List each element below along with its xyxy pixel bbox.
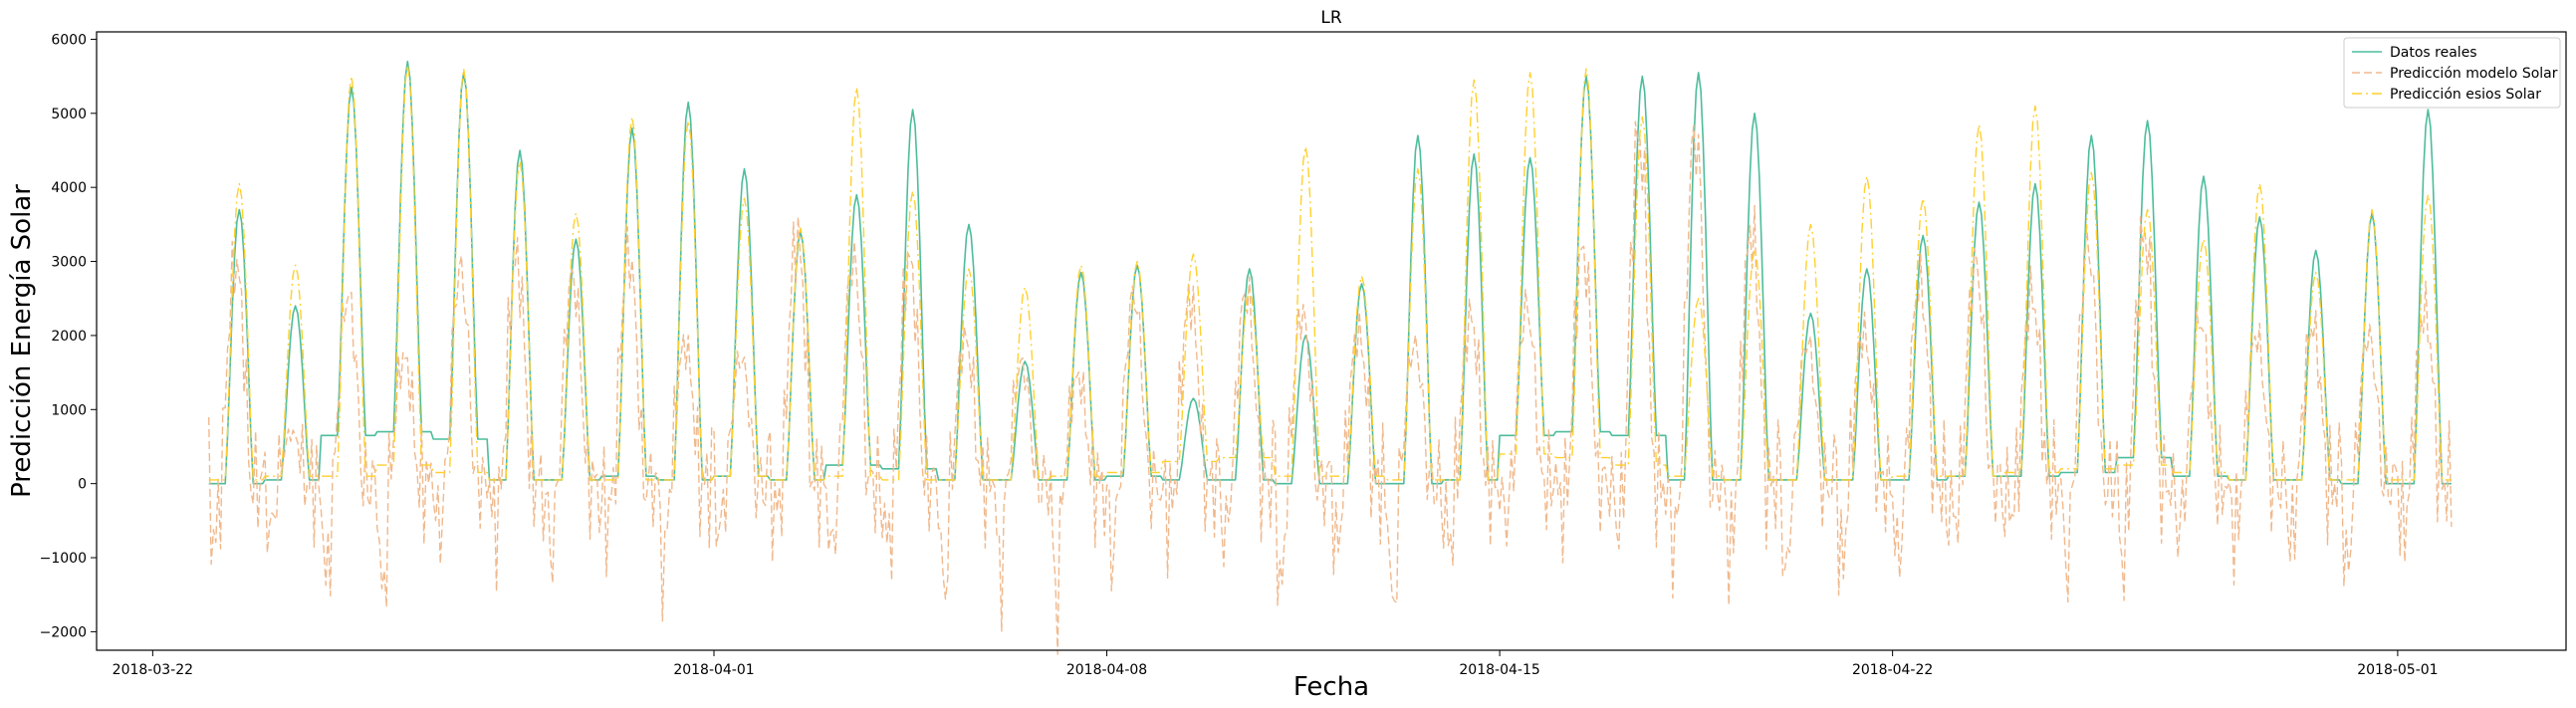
y-tick-label: 6000 [51, 32, 87, 48]
y-tick-label: 2000 [51, 329, 87, 345]
x-tick-label: 2018-05-01 [2357, 662, 2438, 678]
y-axis-label: Predicción Energía Solar [7, 184, 37, 498]
x-axis-label: Fecha [1293, 672, 1369, 702]
y-tick-label: −1000 [40, 551, 87, 567]
legend-box [2343, 37, 2561, 109]
legend-label: Predicción esios Solar [2390, 87, 2541, 103]
series-layer [208, 60, 2453, 655]
legend: Datos reales Predicción modelo Solar Predi… [2343, 37, 2561, 109]
y-tick-label: 4000 [51, 180, 87, 196]
legend-label: Predicción modelo Solar [2390, 66, 2558, 82]
x-tick-label: 2018-04-15 [1459, 662, 1539, 678]
plot-area [96, 31, 2567, 651]
x-tick-label: 2018-03-22 [113, 662, 193, 678]
y-tick-label: −2000 [40, 624, 87, 640]
x-tick-label: 2018-04-22 [1852, 662, 1933, 678]
series-line-1 [208, 60, 2452, 485]
x-tick-label: 2018-04-08 [1066, 662, 1147, 678]
x-tick-label: 2018-04-01 [673, 662, 754, 678]
y-tick-label: 1000 [51, 402, 87, 418]
y-tick-label: 3000 [51, 255, 87, 271]
y-tick-label: 5000 [51, 107, 87, 122]
y-tick-label: 0 [78, 477, 87, 493]
axis-ticks: 2018-03-22 2018-04-01 2018-04-08 2018-04-15… [40, 32, 2439, 678]
series-line-2 [208, 120, 2453, 655]
legend-label: Datos reales [2390, 45, 2477, 61]
chart-title: LR [1320, 8, 1341, 28]
series-line-3 [208, 64, 2452, 481]
